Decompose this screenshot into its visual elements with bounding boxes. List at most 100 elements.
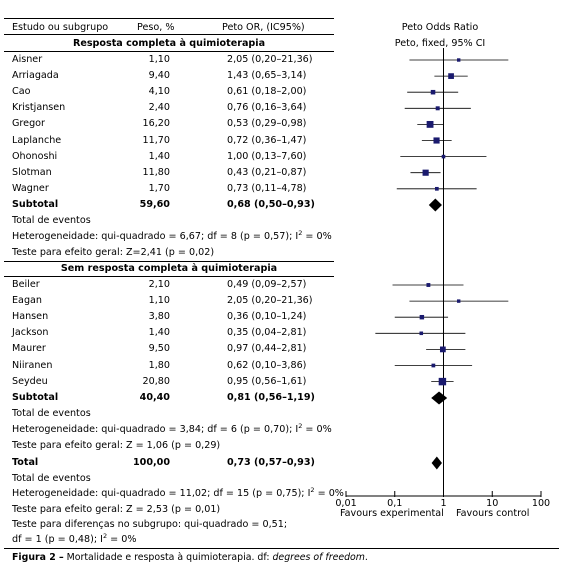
subtotal-weight-2: 40,40 bbox=[139, 392, 170, 403]
study-or-ci: 0,61 (0,18–2,00) bbox=[227, 86, 307, 98]
subtotal-label-1: Subtotal bbox=[12, 199, 59, 210]
study-name: Gregor bbox=[12, 118, 45, 130]
study-weight: 1,10 bbox=[148, 295, 170, 307]
subtotal-ci-2: 0,81 (0,56–1,19) bbox=[227, 392, 315, 403]
group1-rule bbox=[4, 51, 334, 52]
x-tick-label: 10 bbox=[486, 498, 498, 509]
favours-experimental: Favours experimental bbox=[340, 508, 444, 519]
study-name: Hansen bbox=[12, 311, 49, 323]
heterogeneity-2: Heterogeneidade: qui-quadrado = 3,84; df… bbox=[12, 421, 332, 435]
study-or-ci: 1,00 (0,13–7,60) bbox=[227, 150, 307, 162]
x-tick-label: 1 bbox=[440, 498, 446, 509]
study-weight: 20,80 bbox=[142, 375, 170, 387]
study-or-ci: 0,72 (0,36–1,47) bbox=[227, 134, 307, 146]
subtotal-weight-1: 59,60 bbox=[139, 199, 170, 210]
study-name: Aisner bbox=[12, 54, 43, 65]
x-tick-label: 0,1 bbox=[387, 498, 402, 509]
study-name: Laplanche bbox=[12, 134, 62, 146]
study-marker bbox=[419, 314, 425, 320]
study-name: Seydeu bbox=[12, 375, 48, 387]
study-marker bbox=[426, 120, 434, 128]
header-peto-or: Peto OR, (IC95%) bbox=[222, 22, 305, 33]
plot-subtitle: Peto, fixed, 95% CI bbox=[394, 38, 486, 49]
study-or-ci: 0,76 (0,16–3,64) bbox=[227, 102, 307, 114]
study-weight: 1,40 bbox=[148, 150, 170, 162]
subgroup-difference-line2: df = 1 (p = 0,48); I2 = 0% bbox=[12, 531, 137, 545]
subtotal-diamond bbox=[431, 391, 448, 405]
study-or-ci: 0,35 (0,04–2,81) bbox=[227, 327, 307, 339]
study-weight: 11,80 bbox=[142, 166, 170, 178]
study-marker bbox=[434, 186, 439, 191]
group-title-1: Resposta completa à quimioterapia bbox=[72, 38, 266, 49]
study-marker bbox=[439, 346, 446, 353]
figure-caption: Figura 2 – Mortalidade e resposta à quim… bbox=[12, 552, 368, 563]
study-marker bbox=[431, 363, 436, 368]
header-rule bbox=[4, 34, 334, 35]
study-weight: 2,40 bbox=[148, 102, 170, 114]
study-marker bbox=[435, 106, 440, 111]
x-tick-label: 0,01 bbox=[335, 498, 356, 509]
footer-rule bbox=[4, 548, 559, 549]
study-or-ci: 0,36 (0,10–1,24) bbox=[227, 311, 307, 323]
subtotal-label-2: Subtotal bbox=[12, 392, 59, 403]
top-rule bbox=[4, 18, 334, 19]
total-heterogeneity: Heterogeneidade: qui-quadrado = 11,02; d… bbox=[12, 485, 344, 499]
study-or-ci: 2,05 (0,20–21,36) bbox=[227, 54, 313, 65]
study-or-ci: 0,43 (0,21–0,87) bbox=[227, 166, 307, 178]
overall-effect-1: Teste para efeito geral: Z=2,41 (p = 0,0… bbox=[12, 247, 215, 258]
study-or-ci: 0,97 (0,44–2,81) bbox=[227, 343, 307, 355]
subtotal-diamond bbox=[428, 198, 442, 212]
total-ci: 0,73 (0,57–0,93) bbox=[227, 457, 315, 468]
total-events: Total de eventos bbox=[12, 473, 91, 484]
study-or-ci: 0,62 (0,10–3,86) bbox=[227, 359, 307, 371]
study-weight: 2,10 bbox=[148, 279, 170, 290]
study-weight: 1,40 bbox=[148, 327, 170, 339]
study-marker bbox=[456, 299, 461, 303]
study-weight: 9,40 bbox=[148, 70, 170, 82]
study-name: Beiler bbox=[12, 279, 40, 290]
study-marker bbox=[441, 154, 446, 159]
study-or-ci: 0,73 (0,11–4,78) bbox=[227, 182, 307, 194]
group2-top-rule bbox=[4, 261, 334, 262]
heterogeneity-1: Heterogeneidade: qui-quadrado = 6,67; df… bbox=[12, 228, 332, 242]
study-marker bbox=[422, 169, 429, 176]
group2-title-rule bbox=[4, 276, 334, 277]
subgroup-difference-line1: Teste para diferenças no subgrupo: qui-q… bbox=[12, 519, 288, 530]
study-name: Jackson bbox=[12, 327, 49, 339]
overall-effect-2: Teste para efeito geral: Z = 1,06 (p = 0… bbox=[12, 440, 221, 451]
study-weight: 3,80 bbox=[148, 311, 170, 323]
header-study: Estudo ou subgrupo bbox=[12, 22, 109, 33]
study-marker bbox=[433, 137, 440, 144]
study-marker bbox=[438, 377, 447, 386]
favours-control: Favours control bbox=[456, 508, 530, 519]
study-name: Cao bbox=[12, 86, 31, 98]
study-or-ci: 0,49 (0,09–2,57) bbox=[227, 279, 307, 290]
study-name: Wagner bbox=[12, 182, 49, 194]
group-title-2: Sem resposta completa à quimioterapia bbox=[60, 263, 278, 274]
study-weight: 1,10 bbox=[148, 54, 170, 65]
study-name: Niiranen bbox=[12, 359, 53, 371]
study-name: Maurer bbox=[12, 343, 46, 355]
x-tick-label: 100 bbox=[532, 498, 550, 509]
study-weight: 1,70 bbox=[148, 182, 170, 194]
study-marker bbox=[456, 58, 461, 62]
study-or-ci: 0,53 (0,29–0,98) bbox=[227, 118, 307, 130]
subtotal-ci-1: 0,68 (0,50–0,93) bbox=[227, 199, 315, 210]
study-marker bbox=[426, 283, 431, 287]
plot-title: Peto Odds Ratio bbox=[401, 22, 479, 33]
study-name: Slotman bbox=[12, 166, 52, 178]
total-weight: 100,00 bbox=[132, 457, 170, 468]
header-weight: Peso, % bbox=[137, 22, 175, 33]
events-2: Total de eventos bbox=[12, 408, 91, 419]
study-name: Arriagada bbox=[12, 70, 59, 82]
total-overall-effect: Teste para efeito geral: Z = 2,53 (p = 0… bbox=[12, 504, 221, 515]
study-name: Ohonoshi bbox=[12, 150, 58, 162]
study-weight: 11,70 bbox=[142, 134, 170, 146]
events-1: Total de eventos bbox=[12, 215, 91, 226]
study-marker bbox=[419, 331, 424, 336]
study-marker bbox=[430, 89, 436, 95]
study-marker bbox=[448, 73, 454, 79]
study-weight: 9,50 bbox=[148, 343, 170, 355]
study-weight: 16,20 bbox=[142, 118, 170, 130]
